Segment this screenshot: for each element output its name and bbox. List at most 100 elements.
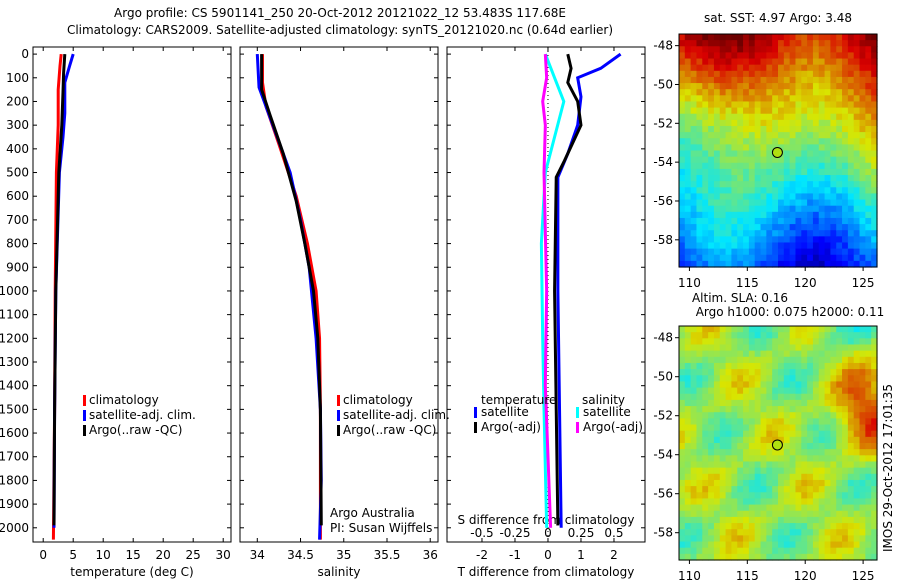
- map-cell: [702, 58, 709, 66]
- map-cell: [760, 199, 767, 207]
- map-cell: [836, 260, 843, 268]
- map-cell: [871, 461, 878, 469]
- map-cell: [684, 406, 692, 413]
- map-cell: [812, 52, 820, 60]
- map-cell: [737, 181, 744, 188]
- map-cell: [836, 529, 843, 536]
- map-cell: [719, 205, 727, 213]
- map-cell: [842, 443, 849, 450]
- map-cell: [743, 356, 750, 364]
- map-cell: [766, 541, 773, 549]
- map-cell: [847, 406, 855, 413]
- map-cell: [743, 510, 750, 518]
- map-cell: [731, 461, 738, 469]
- map-cell: [807, 504, 814, 512]
- map-cell: [789, 168, 797, 176]
- map-cell: [836, 83, 843, 90]
- map-cell: [795, 467, 802, 475]
- map-cell: [719, 455, 727, 463]
- map-cell: [812, 399, 820, 407]
- map-cell: [812, 95, 820, 103]
- map-cell: [812, 144, 820, 152]
- map-cell: [754, 217, 762, 225]
- map-cell: [865, 254, 872, 262]
- map-cell: [679, 181, 686, 188]
- map-cell: [702, 356, 709, 364]
- map-cell: [842, 168, 849, 176]
- map-cell: [789, 144, 797, 152]
- map-cell: [795, 211, 802, 219]
- map-cell: [801, 387, 808, 395]
- map-cell: [818, 187, 826, 195]
- map-cell: [725, 119, 733, 127]
- map-cell: [725, 76, 733, 84]
- map-cell: [679, 406, 686, 413]
- map-cell: [818, 381, 826, 389]
- map-cell: [702, 101, 709, 109]
- legend-swatch: [474, 422, 477, 433]
- map-cell: [830, 46, 837, 53]
- map-cell: [871, 144, 878, 152]
- map-cell: [853, 64, 861, 72]
- map-cell: [725, 260, 733, 268]
- map-cell: [731, 138, 738, 145]
- map-cell: [789, 156, 797, 164]
- map-cell: [830, 473, 837, 481]
- map-cell: [760, 356, 767, 364]
- map-cell: [812, 156, 820, 164]
- map-cell: [859, 418, 866, 426]
- map-cell: [789, 424, 797, 432]
- map-cell: [708, 486, 715, 493]
- map-cell: [783, 119, 791, 127]
- map-cell: [760, 547, 767, 555]
- map-cell: [807, 479, 814, 487]
- map-cell: [865, 467, 872, 475]
- map-cell: [824, 230, 832, 237]
- map-cell: [859, 70, 866, 78]
- map-cell: [818, 356, 826, 364]
- map-cell: [801, 479, 808, 487]
- map-cell: [789, 362, 797, 370]
- map-cell: [737, 523, 744, 530]
- map-cell: [731, 523, 738, 530]
- map-cell: [696, 58, 703, 66]
- map-cell: [766, 498, 773, 506]
- map-cell: [754, 236, 762, 244]
- map-cell: [865, 516, 872, 524]
- map-cell: [853, 211, 861, 219]
- map-cell: [853, 144, 861, 152]
- map-cell: [778, 535, 785, 543]
- map-cell: [760, 254, 767, 262]
- map-cell: [807, 387, 814, 395]
- map-cell: [795, 76, 802, 84]
- map-cell: [795, 393, 802, 401]
- map-cell: [679, 211, 686, 219]
- map-cell: [818, 132, 826, 139]
- map-cell: [772, 461, 779, 469]
- map-cell: [801, 205, 808, 213]
- map-cell: [847, 150, 855, 158]
- map-cell: [725, 467, 733, 475]
- map-cell: [778, 350, 785, 358]
- map-cell: [690, 418, 698, 426]
- map-cell: [836, 498, 843, 506]
- map-cell: [719, 387, 727, 395]
- map-cell: [824, 541, 832, 549]
- map-cell: [871, 479, 878, 487]
- map-cell: [719, 375, 727, 383]
- map-cell: [690, 217, 698, 225]
- map-cell: [783, 254, 791, 262]
- map-cell: [731, 236, 738, 244]
- map-cell: [783, 516, 791, 524]
- map-cell: [865, 113, 872, 121]
- map-cell: [778, 547, 785, 555]
- map-cell: [795, 553, 802, 561]
- map-cell: [690, 362, 698, 370]
- map-cell: [807, 199, 814, 207]
- map-cell: [801, 150, 808, 158]
- map-cell: [807, 248, 814, 256]
- map-cell: [818, 230, 826, 237]
- map-cell: [789, 375, 797, 383]
- map-cell: [737, 119, 744, 127]
